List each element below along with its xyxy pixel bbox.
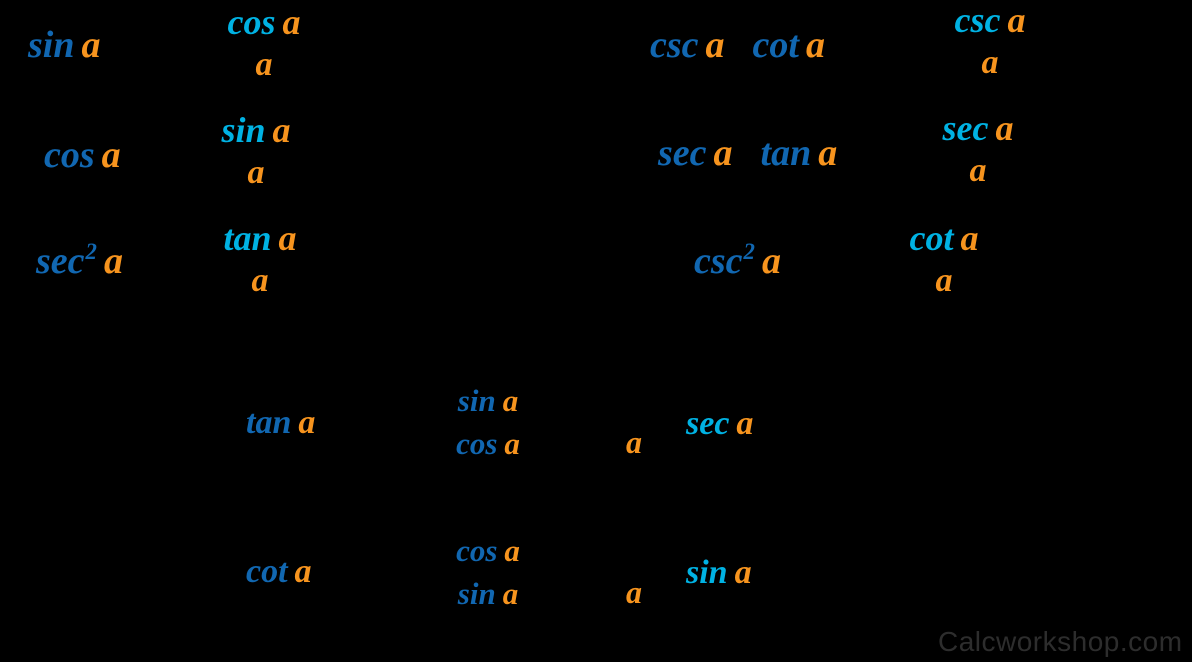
variable-a: a: [935, 262, 953, 299]
function-name: cos: [44, 134, 95, 176]
function-name: sec: [942, 108, 989, 148]
function-name: cot: [246, 553, 288, 590]
fraction-numerator: sin a: [221, 112, 290, 148]
function-name: tan: [760, 132, 812, 174]
variable-a: a: [251, 262, 269, 299]
fraction-denominator: a: [982, 46, 999, 80]
expression-csc-squared-a: csc2 a: [694, 238, 781, 282]
fraction-csc-a-over-a: csc a a: [948, 2, 1032, 80]
expression-sec-a-tan-a: sec a tan a: [658, 134, 837, 172]
variable-a: a: [504, 426, 520, 461]
variable-a: a: [272, 110, 291, 150]
fraction-numerator: cot a: [910, 220, 979, 256]
expression-tan-a: tan a: [246, 406, 315, 440]
variable-a: a: [818, 132, 838, 174]
function-name: sec: [686, 405, 730, 442]
variable-a: a: [101, 134, 121, 176]
fraction-numerator: cos a: [228, 4, 301, 40]
variable-a: a: [626, 424, 642, 460]
fraction-cos-a-over-sin-a: cos a sin a: [444, 535, 532, 609]
variable-a: a: [981, 44, 999, 81]
variable-a: a: [969, 152, 987, 189]
variable-a: a: [805, 24, 825, 66]
fraction-sin-a-over-cos-a: sin a cos a: [444, 385, 532, 459]
fraction-numerator: sin a: [458, 385, 518, 416]
exponent-2: 2: [85, 238, 97, 264]
variable-a: a: [278, 218, 297, 258]
fraction-denominator: a: [936, 264, 953, 298]
function-name: sin: [457, 383, 496, 418]
expression-sec-squared-a: sec2 a: [36, 238, 123, 282]
fraction-numerator: tan a: [223, 220, 296, 256]
expression-csc-a-cot-a: csc a cot a: [650, 26, 825, 64]
function-name: sec: [36, 240, 85, 282]
variable-a: a: [298, 404, 316, 441]
function-name: sec: [658, 132, 707, 174]
variable-a: a: [734, 554, 752, 591]
function-name: cot: [909, 218, 954, 258]
variable-a: a: [81, 24, 101, 66]
function-name: sin: [457, 576, 496, 611]
function-name: sin: [221, 110, 266, 150]
fraction-numerator: cos a: [456, 535, 520, 566]
watermark-calcworkshop: Calcworkshop.com: [938, 626, 1183, 657]
function-name: sin: [28, 24, 75, 66]
variable-a: a: [502, 383, 519, 418]
fraction-denominator: a: [970, 154, 987, 188]
function-name: cot: [752, 24, 799, 66]
function-name: cos: [227, 2, 276, 42]
function-name: sin: [686, 554, 728, 591]
fraction-cos-a-over-a: cos a a: [222, 4, 306, 82]
function-name: csc: [954, 0, 1001, 40]
variable-a: a: [103, 240, 123, 282]
variable-a: a: [294, 553, 312, 590]
coefficient-a: a: [626, 576, 642, 608]
variable-a: a: [1007, 0, 1026, 40]
variable-a: a: [705, 24, 725, 66]
exponent-2: 2: [743, 238, 755, 264]
expression-sec-a: sec a: [686, 407, 753, 441]
variable-a: a: [995, 108, 1014, 148]
variable-a: a: [247, 154, 265, 191]
variable-a: a: [960, 218, 979, 258]
fraction-tan-a-over-a: tan a a: [218, 220, 302, 298]
function-name: tan: [246, 404, 292, 441]
fraction-denominator: a: [256, 48, 273, 82]
coefficient-a: a: [626, 426, 642, 458]
fraction-sec-a-over-a: sec a a: [936, 110, 1020, 188]
variable-a: a: [761, 240, 781, 282]
fraction-sin-a-over-a: sin a a: [214, 112, 298, 190]
expression-sin-a: sin a: [686, 556, 752, 590]
expression-cot-a: cot a: [246, 555, 312, 589]
expression-cos-a: cos a: [44, 136, 121, 174]
function-name: csc: [694, 240, 743, 282]
function-name: cos: [456, 426, 498, 461]
fraction-cot-a-over-a: cot a a: [902, 220, 986, 298]
function-name: tan: [223, 218, 272, 258]
fraction-numerator: sec a: [943, 110, 1014, 146]
fraction-denominator: cos a: [456, 428, 520, 459]
variable-a: a: [255, 46, 273, 83]
fraction-denominator: a: [248, 156, 265, 190]
function-name: csc: [650, 24, 699, 66]
variable-a: a: [504, 533, 520, 568]
variable-a: a: [736, 405, 754, 442]
variable-a: a: [502, 576, 519, 611]
fraction-numerator: csc a: [955, 2, 1026, 38]
expression-sin-a: sin a: [28, 26, 100, 64]
fraction-denominator: a: [252, 264, 269, 298]
variable-a: a: [282, 2, 301, 42]
variable-a: a: [626, 574, 642, 610]
function-name: cos: [456, 533, 498, 568]
fraction-denominator: sin a: [458, 578, 518, 609]
variable-a: a: [713, 132, 733, 174]
